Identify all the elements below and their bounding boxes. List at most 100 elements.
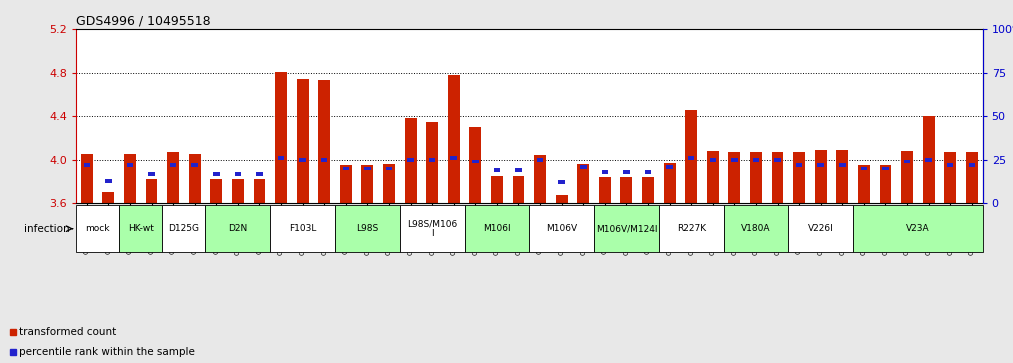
Bar <box>300 158 306 162</box>
Bar <box>688 156 695 160</box>
Bar <box>577 164 590 203</box>
Bar <box>814 150 827 203</box>
Text: HK-wt: HK-wt <box>128 224 154 233</box>
Bar <box>270 205 335 252</box>
Bar <box>167 152 179 203</box>
Bar <box>513 176 525 203</box>
Bar <box>558 180 565 184</box>
Bar <box>926 158 932 162</box>
Bar <box>162 205 206 252</box>
Bar <box>902 151 913 203</box>
Bar <box>580 165 587 168</box>
Bar <box>516 168 522 172</box>
Text: M106V: M106V <box>546 224 577 233</box>
Text: GDS4996 / 10495518: GDS4996 / 10495518 <box>76 15 211 28</box>
Bar <box>232 179 244 203</box>
Bar <box>102 192 114 203</box>
Bar <box>723 205 788 252</box>
Text: R227K: R227K <box>677 224 706 233</box>
Text: L98S/M106
I: L98S/M106 I <box>407 219 457 238</box>
Bar <box>213 172 220 176</box>
Bar <box>451 156 457 160</box>
Bar <box>362 165 374 203</box>
Bar <box>465 205 529 252</box>
Bar <box>318 80 330 203</box>
Bar <box>428 158 436 162</box>
Bar <box>853 205 983 252</box>
Bar <box>170 163 176 167</box>
Bar <box>709 158 716 162</box>
Bar <box>400 205 465 252</box>
Bar <box>839 163 846 167</box>
Bar <box>750 152 762 203</box>
Bar <box>448 75 460 203</box>
Bar <box>146 179 157 203</box>
Bar <box>599 177 611 203</box>
Text: percentile rank within the sample: percentile rank within the sample <box>19 347 196 357</box>
Bar <box>278 156 285 160</box>
Bar <box>731 158 737 162</box>
Bar <box>817 163 824 167</box>
Bar <box>904 160 911 163</box>
Bar <box>386 167 392 170</box>
Bar <box>211 179 222 203</box>
Bar <box>923 116 935 203</box>
Bar <box>206 205 270 252</box>
Bar <box>594 205 658 252</box>
Bar <box>944 152 956 203</box>
Bar <box>76 205 120 252</box>
Text: L98S: L98S <box>357 224 379 233</box>
Text: transformed count: transformed count <box>19 327 116 337</box>
Bar <box>772 152 783 203</box>
Bar <box>127 163 133 167</box>
Bar <box>191 163 198 167</box>
Bar <box>321 158 327 162</box>
Bar <box>707 151 718 203</box>
Bar <box>469 127 481 203</box>
Bar <box>335 205 400 252</box>
Text: V226I: V226I <box>807 224 834 233</box>
Bar <box>537 158 543 162</box>
Bar <box>491 176 502 203</box>
Bar <box>530 205 594 252</box>
Bar <box>404 118 416 203</box>
Bar <box>664 163 676 203</box>
Bar <box>879 165 891 203</box>
Bar <box>965 152 978 203</box>
Text: V180A: V180A <box>742 224 771 233</box>
Bar <box>774 158 781 162</box>
Text: mock: mock <box>85 224 109 233</box>
Bar <box>342 167 349 170</box>
Bar <box>882 167 888 170</box>
Bar <box>235 172 241 176</box>
Bar <box>534 155 546 203</box>
Text: M106V/M124I: M106V/M124I <box>596 224 657 233</box>
Text: V23A: V23A <box>906 224 930 233</box>
Bar <box>83 163 90 167</box>
Text: infection: infection <box>24 224 70 234</box>
Bar <box>124 154 136 203</box>
Bar <box>621 177 632 203</box>
Bar <box>858 165 870 203</box>
Bar <box>188 154 201 203</box>
Bar <box>667 165 673 168</box>
Bar <box>968 163 976 167</box>
Bar <box>297 79 309 203</box>
Text: M106I: M106I <box>483 224 511 233</box>
Bar <box>685 110 697 203</box>
Bar <box>364 167 371 170</box>
Bar <box>602 170 608 174</box>
Bar <box>796 163 802 167</box>
Text: D2N: D2N <box>228 224 247 233</box>
Text: F103L: F103L <box>289 224 316 233</box>
Bar <box>81 154 93 203</box>
Text: D125G: D125G <box>168 224 200 233</box>
Bar <box>788 205 853 252</box>
Bar <box>105 179 111 183</box>
Bar <box>256 172 262 176</box>
Bar <box>148 172 155 176</box>
Bar <box>426 122 438 203</box>
Bar <box>383 164 395 203</box>
Bar <box>728 152 741 203</box>
Bar <box>253 179 265 203</box>
